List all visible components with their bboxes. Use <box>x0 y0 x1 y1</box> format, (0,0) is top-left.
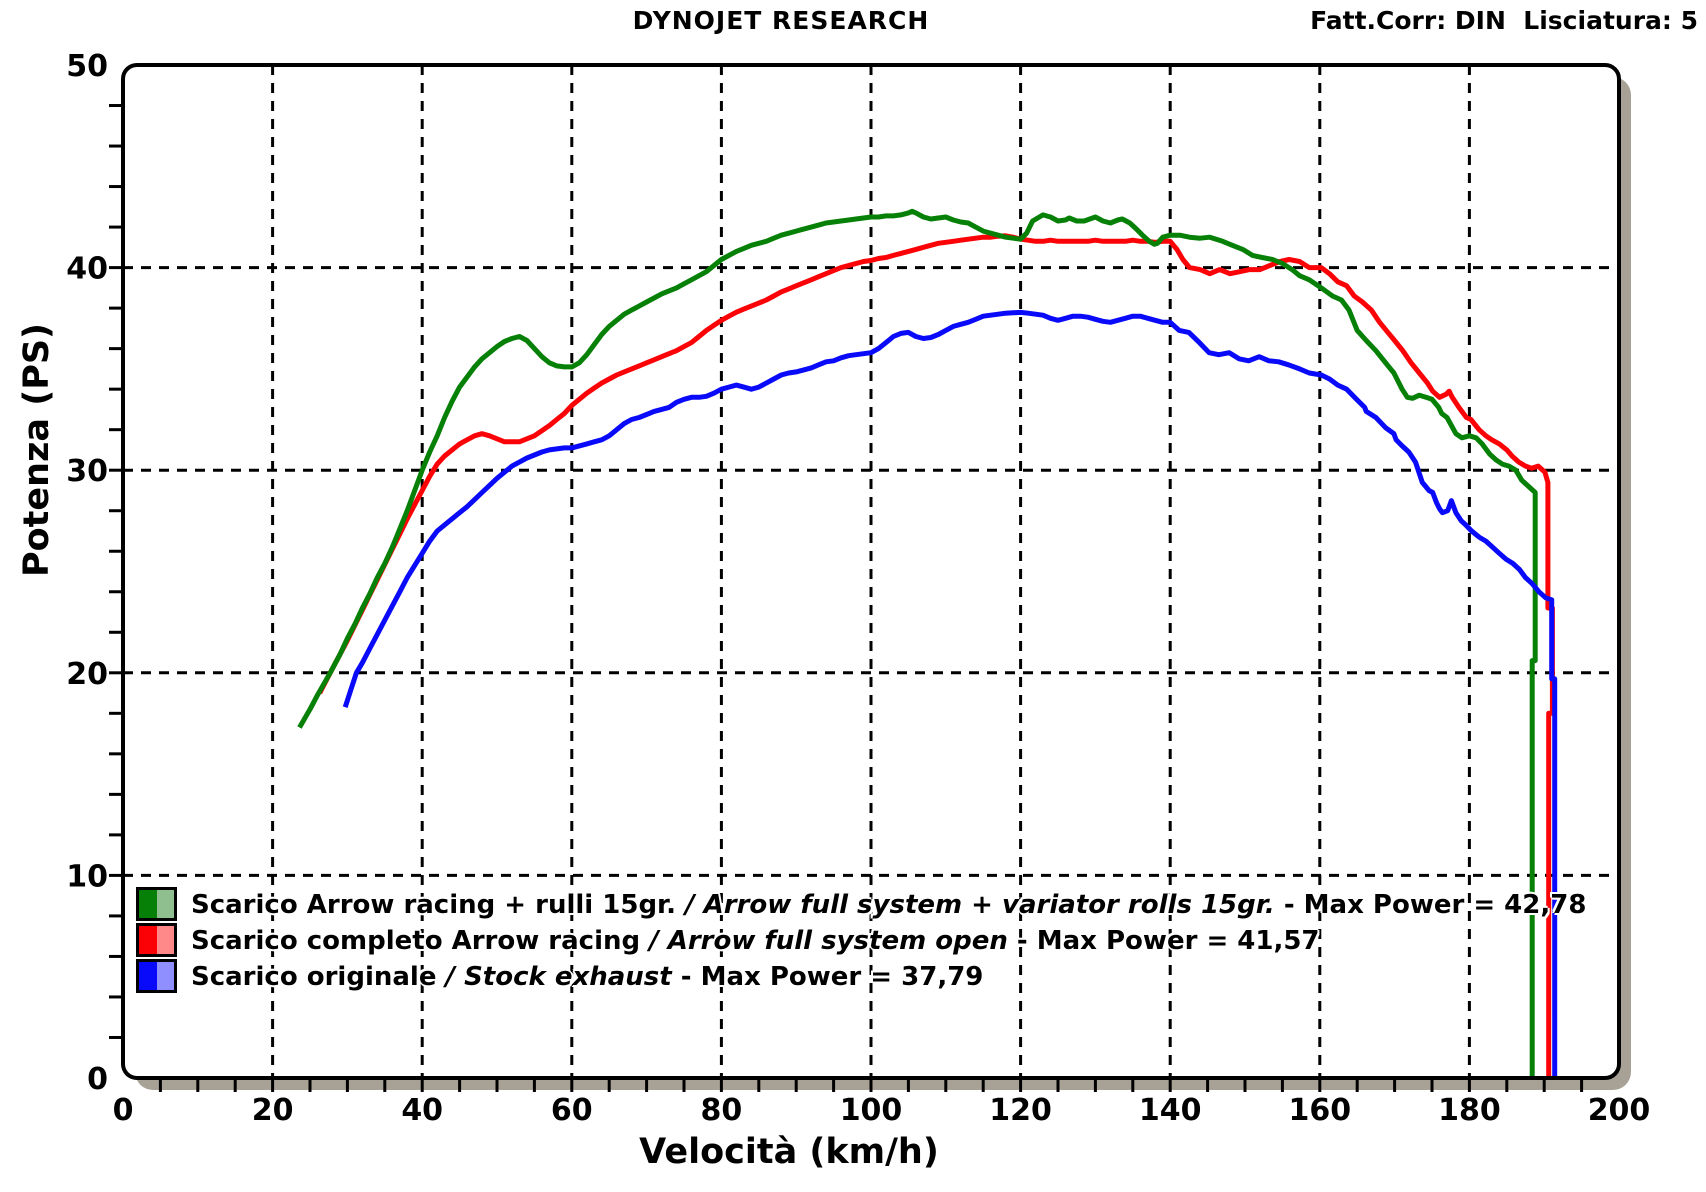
x-tick-label: 0 <box>113 1093 134 1128</box>
legend-row-arrow-open: Scarico completo Arrow racing / Arrow fu… <box>136 923 1586 959</box>
swatch-dark-half <box>139 926 157 954</box>
x-tick-label: 200 <box>1588 1093 1651 1128</box>
legend-swatch-red <box>136 923 177 957</box>
legend-max-power: - Max Power = 42,78 <box>1274 890 1587 920</box>
correction-factor-text: Fatt.Corr: DIN Lisciatura: 5 <box>1310 6 1698 35</box>
y-axis-label: Potenza (PS) <box>17 322 57 578</box>
x-tick-label: 180 <box>1438 1093 1501 1128</box>
legend-swatch-green <box>136 887 177 921</box>
legend: Scarico Arrow racing + rulli 15gr. / Arr… <box>136 887 1586 995</box>
y-tick-label: 50 <box>66 49 108 84</box>
legend-row-stock: Scarico originale / Stock exhaust - Max … <box>136 959 1586 995</box>
curve-stock <box>342 309 1558 1076</box>
legend-name-english: / Arrow full system + variator rolls 15g… <box>685 890 1275 920</box>
swatch-dark-half <box>139 890 157 918</box>
legend-label: Scarico Arrow racing + rulli 15gr. / Arr… <box>191 890 1586 920</box>
y-tick-label: 30 <box>66 454 108 489</box>
swatch-light-half <box>156 926 174 954</box>
x-axis-label: Velocità (km/h) <box>639 1132 939 1172</box>
x-tick-label: 100 <box>840 1093 903 1128</box>
x-tick-label: 40 <box>401 1093 443 1128</box>
x-tick-label: 140 <box>1139 1093 1202 1128</box>
y-tick-label: 10 <box>66 859 108 894</box>
x-tick-label: 120 <box>989 1093 1052 1128</box>
legend-name-english: / Stock exhaust <box>445 962 681 992</box>
plot-inner <box>125 67 1617 1076</box>
legend-name-italian: Scarico originale <box>191 962 446 992</box>
legend-name-italian: Scarico Arrow racing + rulli 15gr. <box>191 890 686 920</box>
legend-max-power: - Max Power = 37,79 <box>680 962 984 992</box>
swatch-light-half <box>156 962 174 990</box>
legend-row-arrow-rulli15: Scarico Arrow racing + rulli 15gr. / Arr… <box>136 887 1586 923</box>
x-tick-label: 20 <box>252 1093 294 1128</box>
legend-max-power: - Max Power = 41,57 <box>1016 926 1320 956</box>
y-tick-label: 40 <box>66 252 108 287</box>
legend-label: Scarico originale / Stock exhaust - Max … <box>191 962 983 992</box>
x-tick-label: 160 <box>1288 1093 1351 1128</box>
swatch-light-half <box>156 890 174 918</box>
legend-name-italian: Scarico completo Arrow racing <box>191 926 650 956</box>
legend-label: Scarico completo Arrow racing / Arrow fu… <box>191 926 1320 956</box>
x-tick-label: 60 <box>551 1093 593 1128</box>
x-tick-label: 80 <box>701 1093 743 1128</box>
legend-name-english: / Arrow full system open <box>649 926 1017 956</box>
y-tick-label: 0 <box>87 1062 108 1097</box>
chart-title: DYNOJET RESEARCH <box>632 6 930 35</box>
legend-swatch-blue <box>136 959 177 993</box>
curve-arrow-rulli15 <box>297 208 1538 1076</box>
curve-arrow-open <box>317 233 1555 1076</box>
y-tick-label: 20 <box>66 657 108 692</box>
swatch-dark-half <box>139 962 157 990</box>
